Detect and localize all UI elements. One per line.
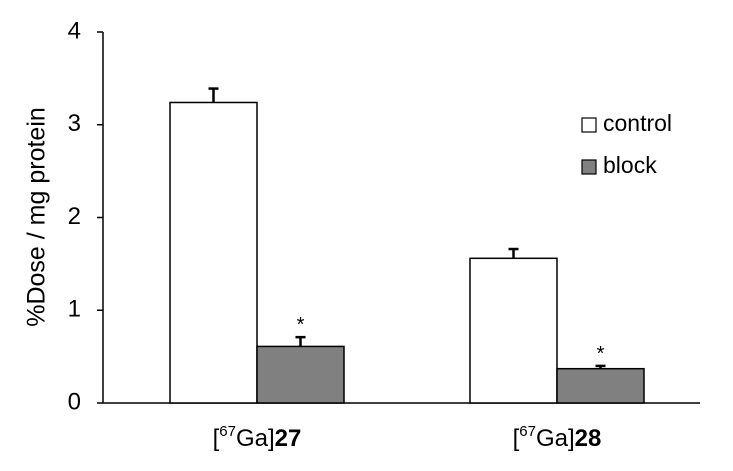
axes: 0 1 2 3 4 <box>68 17 700 415</box>
category-element: Ga] <box>536 425 575 452</box>
y-tick-label: 4 <box>68 17 81 44</box>
category-compound-number: 28 <box>575 425 602 452</box>
category-compound-number: 27 <box>275 425 302 452</box>
legend-label-block: block <box>603 152 657 178</box>
bar-control-1 <box>169 101 258 404</box>
y-axis-title-group: %Dose / mg protein <box>23 107 51 327</box>
bar-control-2 <box>469 257 558 404</box>
y-axis-title: %Dose / mg protein <box>23 107 51 327</box>
x-category-label: [67Ga]28 <box>513 423 602 452</box>
category-superscript: 67 <box>219 423 236 440</box>
legend-swatch-block <box>581 159 597 175</box>
category-superscript: 67 <box>519 423 536 440</box>
x-axis-labels: [67Ga]27 [67Ga]28 <box>213 423 602 452</box>
y-tick-label: 3 <box>68 110 81 137</box>
x-category-label: [67Ga]27 <box>213 423 302 452</box>
legend-label-control: control <box>603 110 672 136</box>
bar-block-1 <box>256 345 345 404</box>
legend-swatch-control <box>581 117 597 133</box>
bars: ** <box>169 87 645 404</box>
y-tick-label: 0 <box>68 388 81 415</box>
bar-block-2 <box>556 367 645 404</box>
category-prefix: [ <box>513 425 520 452</box>
y-tick-label: 2 <box>68 203 81 230</box>
category-element: Ga] <box>236 425 275 452</box>
legend: control block <box>581 110 672 178</box>
y-tick-label: 1 <box>68 296 81 323</box>
significance-marker: * <box>297 314 305 336</box>
category-prefix: [ <box>213 425 220 452</box>
significance-marker: * <box>597 343 605 365</box>
